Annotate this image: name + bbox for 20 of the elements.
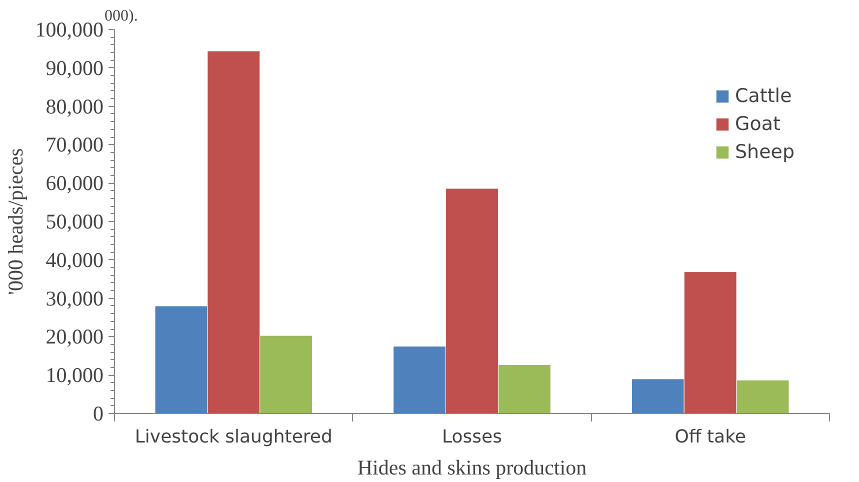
- y-tick-label: 60,000: [46, 171, 104, 196]
- y-tick-label: 0: [93, 402, 104, 426]
- y-axis-title: '000 heads/pieces: [3, 148, 28, 295]
- legend-label: Cattle: [735, 85, 792, 107]
- y-tick-label: 40,000: [46, 248, 104, 272]
- y-tick-label: 10,000: [46, 363, 104, 388]
- y-tick-label: 50,000: [46, 210, 104, 234]
- legend-label: Sheep: [735, 141, 795, 163]
- x-axis-title: Hides and skins production: [357, 456, 588, 480]
- y-tick-label: 80,000: [46, 94, 104, 118]
- text: 000).: [104, 8, 138, 24]
- y-tick-label: 100,000: [35, 18, 104, 42]
- x-tick-label: Losses: [442, 426, 502, 448]
- y-tick-label: 30,000: [46, 286, 104, 310]
- y-tick-label: 90,000: [46, 56, 104, 80]
- y-tick-label: 20,000: [46, 324, 104, 349]
- x-tick-label: Livestock slaughtered: [134, 426, 332, 448]
- x-tick-label: Off take: [674, 426, 746, 448]
- legend-label: Goat: [735, 113, 780, 135]
- y-tick-label: 70,000: [46, 132, 104, 157]
